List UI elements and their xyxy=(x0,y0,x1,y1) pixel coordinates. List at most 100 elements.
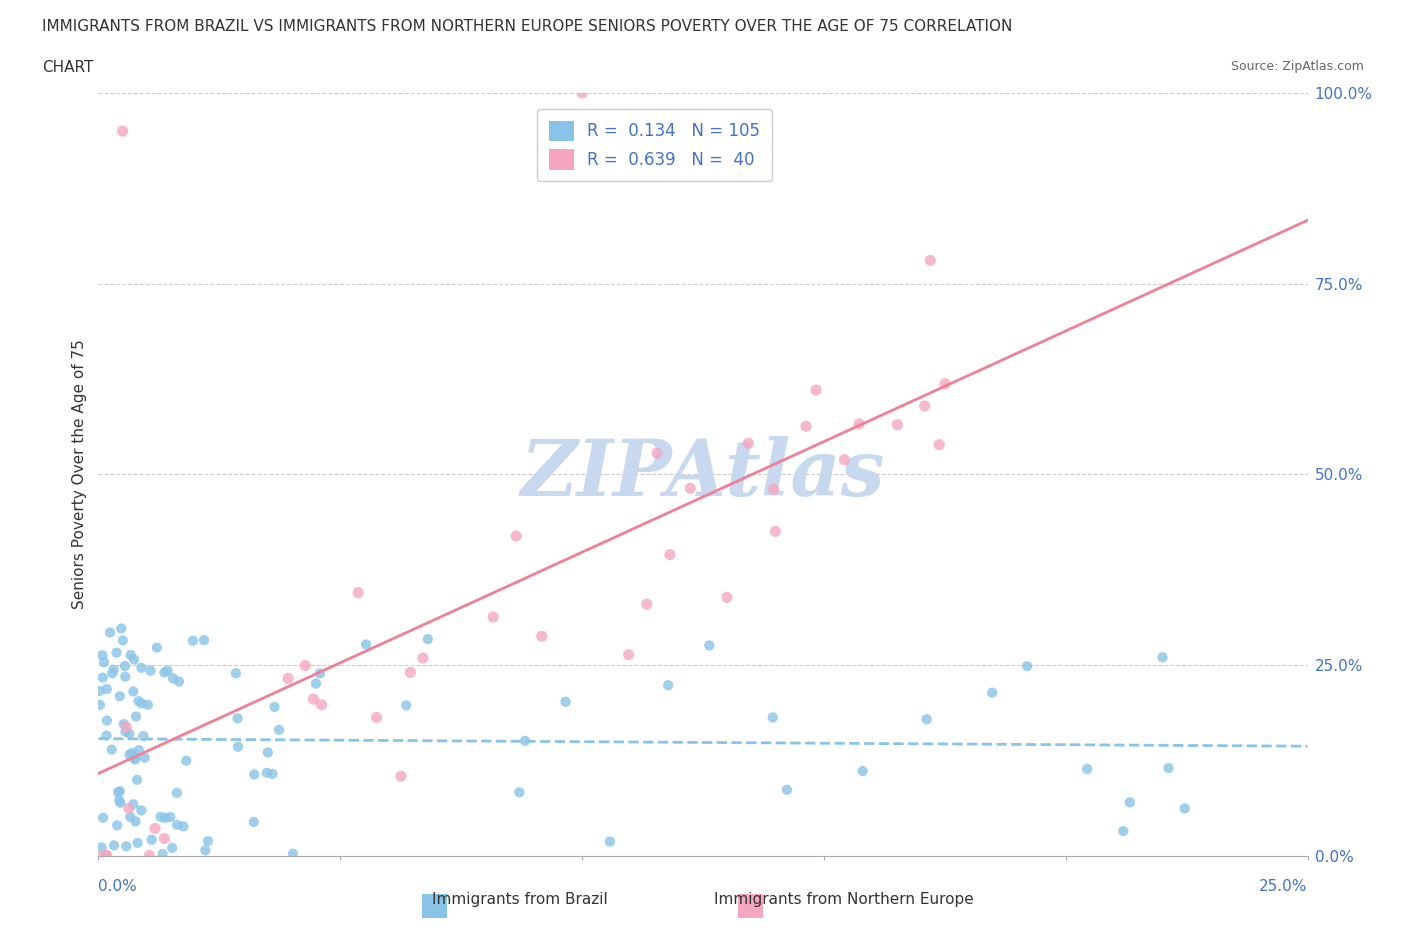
Point xyxy=(146,640,169,655)
Point xyxy=(121,746,143,761)
Point xyxy=(716,590,738,604)
Point xyxy=(1174,801,1197,816)
Point xyxy=(242,815,264,830)
Point xyxy=(1015,658,1038,673)
Point xyxy=(679,481,702,496)
Point xyxy=(226,711,249,725)
Point xyxy=(110,795,132,810)
Point xyxy=(125,709,148,724)
Point xyxy=(153,665,176,680)
Point xyxy=(920,253,942,268)
Point xyxy=(139,663,162,678)
Point xyxy=(482,609,505,624)
Point xyxy=(636,597,658,612)
Point xyxy=(125,772,148,787)
Point xyxy=(174,753,197,768)
Point xyxy=(103,662,125,677)
Point xyxy=(194,843,217,857)
Point xyxy=(513,734,536,749)
Text: IMMIGRANTS FROM BRAZIL VS IMMIGRANTS FROM NORTHERN EUROPE SENIORS POVERTY OVER T: IMMIGRANTS FROM BRAZIL VS IMMIGRANTS FRO… xyxy=(42,19,1012,33)
Point xyxy=(267,723,290,737)
Point xyxy=(277,671,299,686)
Point xyxy=(128,743,150,758)
Point xyxy=(108,793,131,808)
Point xyxy=(166,817,188,832)
Point xyxy=(91,810,114,825)
Point xyxy=(657,678,679,693)
Point xyxy=(389,769,412,784)
Point xyxy=(395,698,418,713)
Point xyxy=(505,528,527,543)
Point xyxy=(115,839,138,854)
Point xyxy=(107,785,129,800)
Bar xyxy=(738,895,763,918)
Point xyxy=(124,751,146,765)
Point xyxy=(737,436,759,451)
Point xyxy=(834,452,856,467)
Point xyxy=(122,797,145,812)
Point xyxy=(934,377,956,392)
Point xyxy=(399,665,422,680)
Point xyxy=(120,809,142,824)
Point xyxy=(645,445,668,460)
Point xyxy=(256,745,278,760)
Y-axis label: Seniors Poverty Over the Age of 75: Seniors Poverty Over the Age of 75 xyxy=(72,339,87,609)
Point xyxy=(354,637,377,652)
Point xyxy=(141,832,163,847)
Text: 25.0%: 25.0% xyxy=(1260,879,1308,894)
Point xyxy=(412,651,434,666)
Point xyxy=(262,766,284,781)
Point xyxy=(599,834,621,849)
Point xyxy=(347,585,370,600)
Point xyxy=(100,742,122,757)
Text: Source: ZipAtlas.com: Source: ZipAtlas.com xyxy=(1230,60,1364,73)
Point xyxy=(114,670,136,684)
Point xyxy=(530,629,553,644)
Point xyxy=(153,810,176,825)
Point xyxy=(848,417,870,432)
Point xyxy=(886,418,908,432)
Point xyxy=(112,717,135,732)
Point xyxy=(118,726,141,741)
Point xyxy=(294,658,316,673)
Text: ZIPAtlas: ZIPAtlas xyxy=(520,436,886,512)
Point xyxy=(131,660,153,675)
Point xyxy=(122,684,145,699)
Point xyxy=(156,663,179,678)
Text: 0.0%: 0.0% xyxy=(98,879,138,894)
Point xyxy=(103,838,125,853)
Point xyxy=(114,724,136,739)
Point xyxy=(91,648,114,663)
Point xyxy=(1076,762,1098,777)
Point xyxy=(136,698,159,712)
Point xyxy=(302,692,325,707)
Bar xyxy=(422,895,447,918)
Point xyxy=(143,821,166,836)
Point xyxy=(172,818,194,833)
Point xyxy=(110,621,132,636)
Point xyxy=(138,848,160,863)
Point xyxy=(124,752,146,767)
Point xyxy=(416,631,439,646)
Point xyxy=(1157,761,1180,776)
Point xyxy=(554,695,576,710)
Point xyxy=(105,645,128,660)
Point xyxy=(127,835,149,850)
Point xyxy=(96,713,118,728)
Point xyxy=(915,711,938,726)
Point xyxy=(118,747,141,762)
Point xyxy=(93,655,115,670)
Point xyxy=(508,785,530,800)
Point xyxy=(617,647,640,662)
Point xyxy=(193,632,215,647)
Point xyxy=(225,666,247,681)
Point xyxy=(153,831,176,846)
Point xyxy=(96,728,118,743)
Point xyxy=(1119,795,1142,810)
Point xyxy=(243,767,266,782)
Point xyxy=(311,698,333,712)
Point xyxy=(108,689,131,704)
Point xyxy=(166,786,188,801)
Point xyxy=(114,658,136,673)
Point xyxy=(115,720,138,735)
